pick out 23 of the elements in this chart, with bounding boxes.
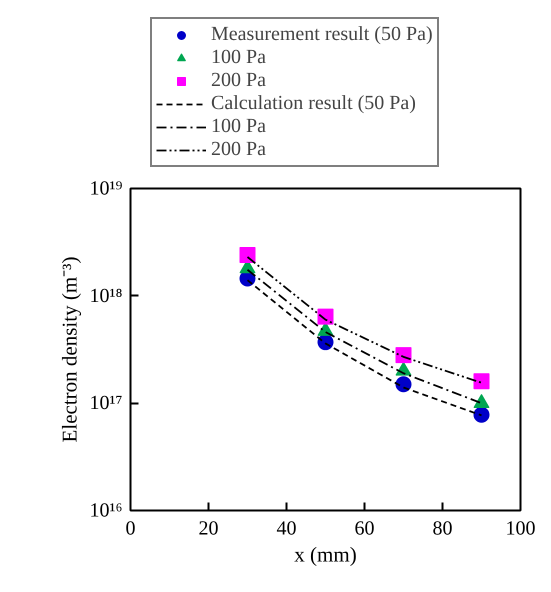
legend-label: Calculation result (50 Pa) [211, 92, 416, 115]
y-axis-title: Electron density (m⁻³) [58, 256, 82, 442]
point [318, 308, 334, 325]
legend-label: 100 Pa [211, 46, 266, 69]
point [474, 373, 490, 390]
x-tick-label: 60 [354, 518, 374, 540]
y-tick-label: 10¹⁷ [90, 392, 123, 414]
legend-label: Measurement result (50 Pa) [211, 23, 433, 46]
y-tick-label: 10¹⁹ [90, 178, 123, 200]
x-tick-label: 80 [432, 518, 452, 540]
y-tick-label: 10¹⁸ [90, 284, 123, 307]
y-tick-label: 10¹⁶ [90, 500, 123, 522]
x-axis-title: x (mm) [294, 542, 357, 566]
point [396, 347, 412, 364]
legend-label: 200 Pa [211, 69, 266, 92]
legend-label: 100 Pa [211, 115, 266, 138]
x-tick-label: 0 [126, 518, 136, 540]
x-tick-label: 100 [506, 518, 536, 540]
legend-label: 200 Pa [211, 138, 266, 161]
x-tick-label: 20 [198, 518, 218, 540]
x-tick-label: 40 [276, 518, 296, 540]
point [240, 247, 256, 264]
point [474, 406, 490, 423]
